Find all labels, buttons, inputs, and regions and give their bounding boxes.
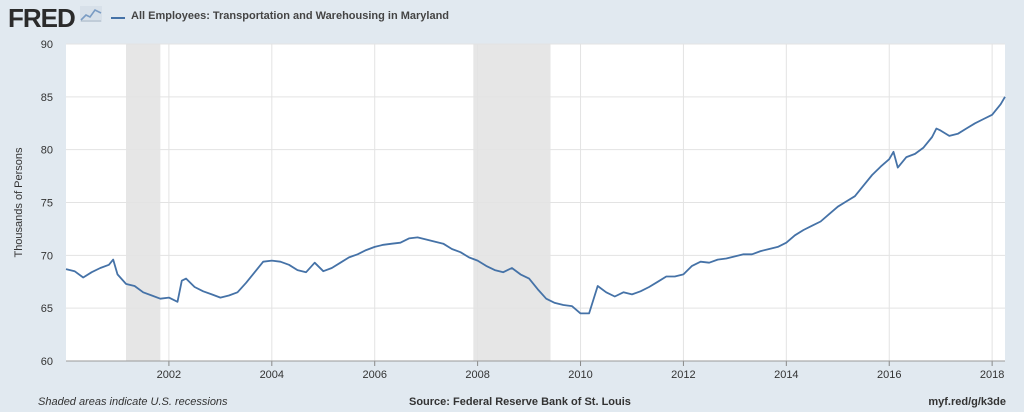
x-tick-label: 2014 <box>774 369 798 381</box>
short-url-link[interactable]: myf.red/g/k3de <box>928 396 1006 408</box>
x-tick-label: 2006 <box>362 369 386 381</box>
x-tick-label: 2018 <box>980 369 1004 381</box>
y-tick-label: 90 <box>41 39 53 51</box>
x-tick-label: 2016 <box>877 369 901 381</box>
y-tick-label: 85 <box>41 92 53 104</box>
fred-logo[interactable]: FRED <box>8 3 76 33</box>
x-tick-label: 2004 <box>260 369 284 381</box>
x-tick-label: 2010 <box>568 369 592 381</box>
y-tick-label: 75 <box>41 198 53 210</box>
source-note: Source: Federal Reserve Bank of St. Loui… <box>409 396 631 408</box>
series-line <box>65 96 1006 315</box>
line-chart-icon <box>80 6 102 22</box>
x-tick-label: 2008 <box>465 369 489 381</box>
x-tick-label: 2012 <box>671 369 695 381</box>
legend-swatch <box>111 17 125 19</box>
header: FRED All Employees: Transportation and W… <box>0 0 1024 34</box>
y-tick-label: 60 <box>41 356 53 368</box>
y-tick-label: 80 <box>41 145 53 157</box>
legend-label[interactable]: All Employees: Transportation and Wareho… <box>131 10 450 22</box>
chart: 60 65 70 75 80 85 90 2002 2004 2006 2008 2010 2012 20… <box>13 39 1006 381</box>
y-tick-label: 65 <box>41 303 53 315</box>
recession-note: Shaded areas indicate U.S. recessions <box>38 396 228 408</box>
x-tick-label: 2002 <box>157 369 181 381</box>
y-tick-label: 70 <box>41 250 53 262</box>
y-axis-label: Thousands of Persons <box>13 147 25 258</box>
